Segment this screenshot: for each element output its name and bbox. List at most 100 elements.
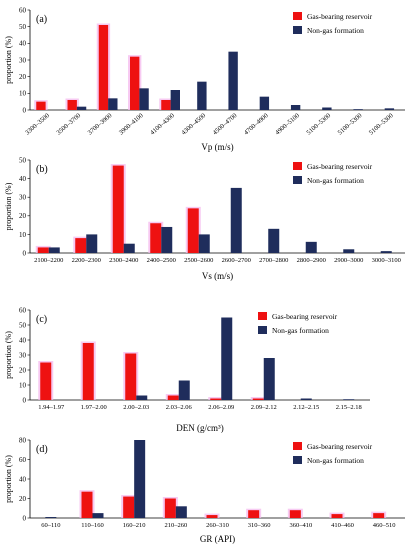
x-tick-label: 4500–4700	[212, 112, 239, 136]
x-tick-label: 5100–5300	[368, 112, 395, 136]
chart-panel-2: 0 10 20 30 40 50 proportion (%) 2100–2200 2200–2…	[4, 156, 405, 281]
x-tick-label: 2800–2900	[297, 257, 326, 264]
gas-bearing-bar	[40, 362, 52, 400]
x-tick-label: 5100–5300	[337, 112, 364, 136]
y-tick-label: 20	[19, 366, 27, 374]
non-gas-bar	[305, 241, 317, 253]
x-tick-label: 2500–2600	[184, 257, 213, 264]
y-axis-title: proportion (%)	[4, 36, 13, 84]
x-tick-label: 5100–5300	[305, 112, 332, 136]
y-axis-title: proportion (%)	[4, 455, 13, 503]
x-tick-label: 2.03–2.06	[166, 404, 193, 411]
legend-label-gas: Gas-bearing reservoir	[307, 442, 373, 451]
non-gas-bar	[134, 440, 146, 518]
chart-panel-3: 0 10 20 30 40 50 60 proportion (%) 1.94–1.97 1.97…	[4, 306, 370, 433]
x-tick-label: 2100–2200	[34, 257, 63, 264]
y-tick-label: 0	[23, 106, 27, 114]
gas-bearing-bar	[167, 395, 179, 400]
x-tick-label: 2400–2500	[147, 257, 176, 264]
gas-bearing-bar	[206, 515, 218, 518]
panel-label: (c)	[36, 314, 47, 325]
legend-label-gas: Gas-bearing reservoir	[307, 162, 373, 171]
non-gas-bar	[353, 109, 363, 110]
y-tick-label: 60	[19, 6, 27, 14]
x-tick-label: 160–210	[123, 522, 146, 529]
gas-bearing-bar	[164, 498, 176, 518]
legend-label-nongas: Non-gas formation	[307, 456, 364, 465]
non-gas-bar	[198, 234, 210, 253]
non-gas-bar	[170, 90, 180, 110]
x-tick-label: 3500–3700	[55, 112, 82, 136]
x-tick-label: 3900–4100	[118, 112, 145, 136]
non-gas-bar	[228, 51, 238, 110]
legend-swatch-gas	[293, 162, 302, 170]
legend-swatch-nongas	[258, 326, 267, 334]
x-tick-label: 2300–2400	[109, 257, 138, 264]
x-tick-label: 3300–3500	[24, 112, 51, 136]
gas-bearing-bar	[123, 496, 135, 518]
gas-bearing-bar	[37, 247, 49, 253]
gas-bearing-bar	[331, 514, 343, 518]
non-gas-bar	[263, 358, 275, 400]
legend-label-nongas: Non-gas formation	[272, 326, 329, 335]
legend-swatch-gas	[258, 312, 267, 320]
legend-label-gas: Gas-bearing reservoir	[307, 12, 373, 21]
non-gas-bar	[268, 228, 280, 253]
gas-bearing-bar	[248, 510, 260, 518]
non-gas-bar	[178, 380, 190, 400]
x-tick-label: 2.15–2.18	[336, 404, 362, 411]
non-gas-bar	[108, 98, 118, 110]
x-axis-title: GR (API)	[200, 534, 235, 544]
x-tick-label: 2700–2800	[259, 257, 288, 264]
y-tick-label: 10	[19, 90, 27, 98]
non-gas-bar	[259, 96, 270, 110]
non-gas-bar	[86, 234, 98, 253]
x-tick-label: 2.09–2.12	[251, 404, 277, 411]
x-tick-label: 3700–3900	[87, 112, 114, 136]
x-tick-label: 2.00–2.03	[123, 404, 149, 411]
x-tick-label: 410–460	[331, 522, 354, 529]
legend-swatch-nongas	[293, 456, 302, 464]
x-axis-title: Vp (m/s)	[201, 142, 233, 152]
x-tick-label: 1.94–1.97	[38, 404, 65, 411]
panel-label: (b)	[36, 164, 48, 175]
x-tick-label: 2900–3000	[334, 257, 363, 264]
non-gas-bar	[136, 395, 148, 400]
gas-bearing-bar	[210, 398, 222, 400]
gas-bearing-bar	[289, 510, 301, 518]
y-tick-label: 10	[19, 231, 27, 239]
y-tick-label: 40	[19, 475, 27, 483]
non-gas-bar	[230, 187, 242, 253]
y-tick-label: 50	[19, 23, 27, 31]
y-tick-label: 0	[23, 249, 27, 257]
x-tick-label: 60–110	[41, 522, 60, 529]
non-gas-bar	[380, 251, 392, 253]
non-gas-bar	[139, 88, 149, 110]
y-axis-title: proportion (%)	[4, 331, 13, 379]
legend-label-nongas: Non-gas formation	[307, 176, 364, 185]
non-gas-bar	[300, 398, 312, 400]
legend-swatch-nongas	[293, 176, 302, 184]
non-gas-bar	[322, 107, 332, 110]
gas-bearing-bar	[187, 208, 199, 253]
x-tick-label: 4300–4500	[180, 112, 207, 136]
non-gas-bar	[92, 513, 104, 518]
y-tick-label: 0	[23, 396, 27, 404]
chart-panel-1: 0 10 20 30 40 50 60 proportion (%) 3300–3500 3500…	[4, 6, 405, 152]
non-gas-bar	[290, 105, 301, 110]
non-gas-bar	[123, 243, 135, 253]
non-gas-bar	[197, 81, 207, 110]
y-tick-label: 20	[19, 495, 27, 503]
x-tick-label: 310–360	[248, 522, 271, 529]
non-gas-bar	[161, 226, 173, 253]
panel-label: (d)	[36, 444, 48, 455]
y-tick-label: 20	[19, 212, 27, 220]
x-tick-label: 2.12–2.15	[293, 404, 319, 411]
legend-swatch-nongas	[293, 26, 302, 34]
non-gas-bar	[221, 317, 233, 400]
y-tick-label: 10	[19, 381, 27, 389]
non-gas-bar	[343, 399, 355, 400]
x-tick-label: 2.06–2.09	[208, 404, 234, 411]
x-tick-label: 210–260	[164, 522, 187, 529]
